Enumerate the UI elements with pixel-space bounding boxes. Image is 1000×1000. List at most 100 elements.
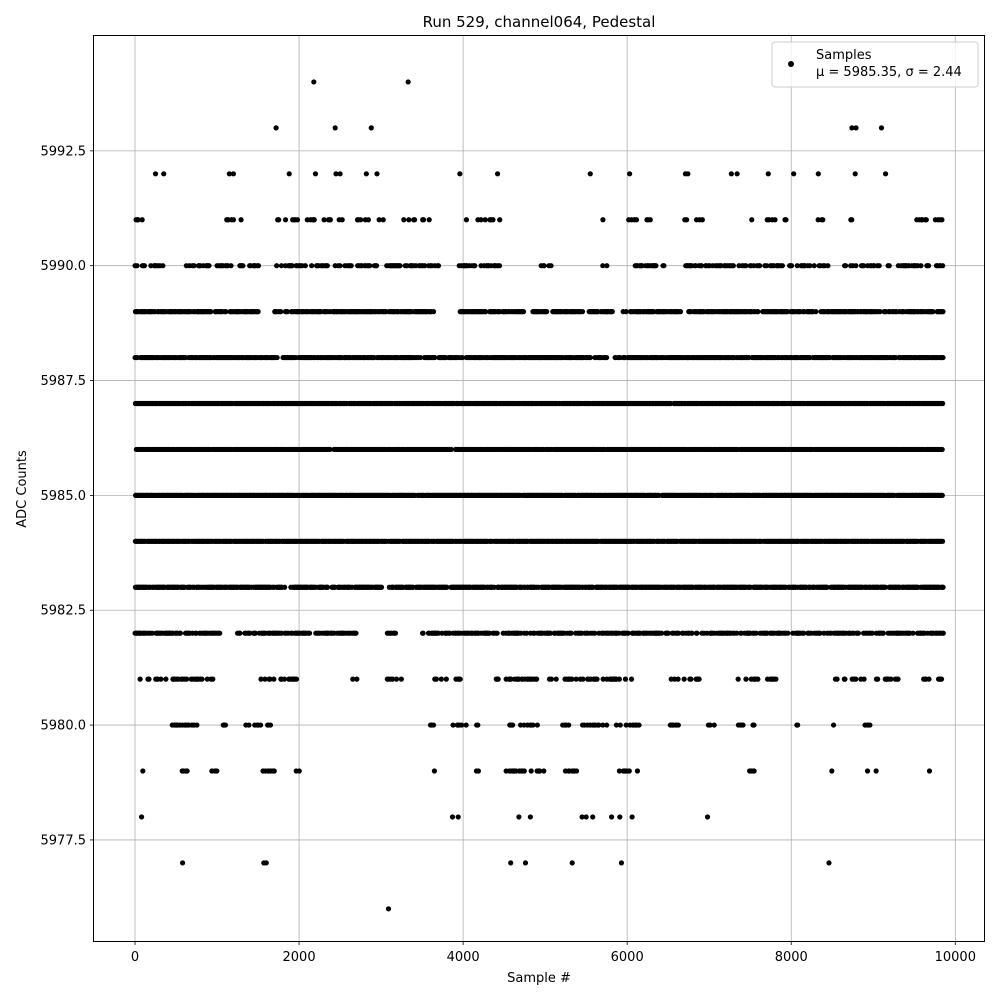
data-point [463,217,470,223]
data-point [278,263,285,269]
data-point [698,263,705,269]
data-point [877,309,883,315]
data-point [278,309,284,315]
data-points [132,79,946,912]
data-point [579,309,586,315]
data-point [483,309,489,315]
data-point [497,217,503,223]
data-point [311,217,317,223]
data-point [430,309,437,315]
data-point [779,263,785,269]
data-point [939,446,945,453]
data-point [358,217,364,223]
data-point [940,400,946,407]
data-point [815,217,821,223]
data-point [401,217,407,223]
chart-title: Run 529, channel064, Pedestal [423,13,656,31]
data-point [843,263,849,269]
data-point [918,263,924,269]
data-point [282,584,288,590]
data-point [348,263,354,269]
data-point [191,263,197,269]
data-point [378,584,385,590]
data-point [373,263,380,269]
data-point [544,309,550,315]
data-point [541,263,547,269]
data-point [677,309,684,315]
data-point [940,538,946,544]
data-point [289,263,295,269]
data-point [365,217,371,223]
data-point [459,354,465,361]
data-point [141,263,148,269]
data-point [603,354,610,361]
data-point [228,263,234,269]
data-point [284,309,291,315]
data-point [327,217,333,223]
data-point [274,263,280,269]
data-point [661,263,667,269]
data-point [743,263,749,269]
data-point [783,217,789,223]
data-point [376,217,382,223]
data-point [482,217,488,223]
data-point [849,217,855,223]
data-point [886,263,892,269]
data-point [940,309,946,315]
data-point [339,217,345,223]
data-point [208,309,214,315]
data-point [749,217,755,223]
data-point [134,263,140,269]
data-point [135,217,141,223]
data-point [633,217,640,223]
data-point [587,354,593,361]
data-point [699,217,705,223]
data-point [807,263,813,269]
data-point [321,217,327,223]
data-point [230,217,237,223]
data-point [861,263,867,269]
data-point [757,263,763,269]
data-point [406,217,412,223]
data-point [294,217,301,223]
data-point [276,217,282,223]
data-point [820,217,826,223]
data-point [337,263,343,269]
data-point [794,263,800,269]
data-point [764,263,770,269]
data-point [411,217,418,223]
data-point [255,263,262,269]
data-point [160,263,166,269]
data-point [302,263,308,269]
data-point [478,217,484,223]
data-point [604,263,610,269]
data-point [206,263,212,269]
data-point [600,263,606,269]
data-point [772,217,778,223]
data-point [282,217,289,223]
data-point [813,309,819,315]
data-point [730,263,736,269]
data-point [623,309,629,315]
data-point [367,263,373,269]
data-point [940,263,946,269]
data-point [324,584,331,590]
data-point [653,263,659,269]
data-point [923,217,929,223]
data-point [422,263,428,269]
data-point [825,263,831,269]
data-point [939,492,945,498]
data-point [139,217,145,223]
data-point [426,217,432,223]
data-point [223,309,229,315]
data-point [609,309,615,315]
data-point [853,263,859,269]
data-point [420,217,427,223]
data-point [811,263,817,269]
data-point [255,309,261,315]
data-point [397,263,403,269]
data-point [647,217,653,223]
data-point [238,217,244,223]
